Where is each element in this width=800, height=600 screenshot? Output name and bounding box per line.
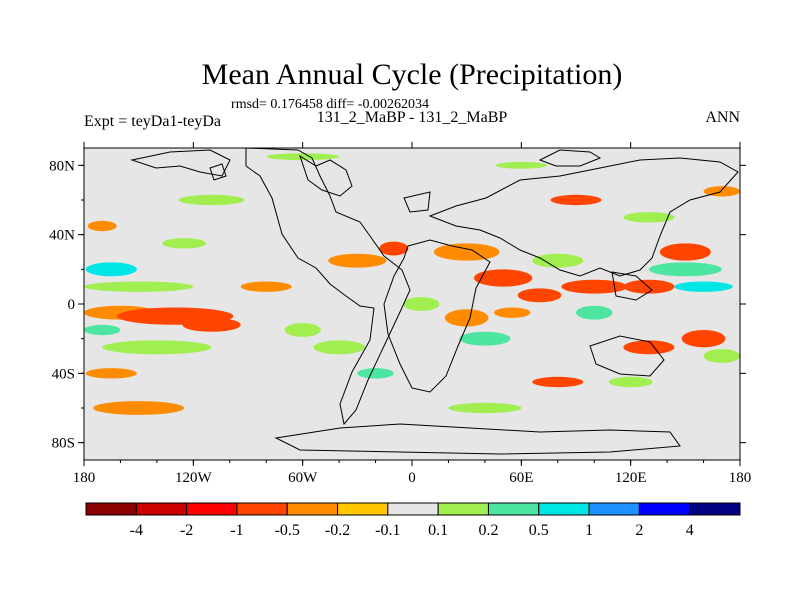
anomaly-patch (494, 307, 531, 318)
colorbar-label: -0.1 (375, 522, 400, 539)
anomaly-patch (532, 253, 584, 268)
anomaly-patch (448, 402, 522, 414)
anomaly-patch (623, 340, 675, 355)
right-label: ANN (705, 109, 740, 126)
colorbar-label: 0.5 (529, 522, 549, 539)
chart-title: Mean Annual Cycle (Precipitation) (202, 58, 623, 91)
colorbar-swatch (437, 502, 489, 516)
colorbar-swatch (689, 502, 741, 516)
anomaly-patch (284, 323, 321, 337)
anomaly-patch (623, 212, 675, 223)
anomaly-patch (240, 281, 292, 292)
anomaly-patch (473, 269, 533, 287)
y-tick-label: 80N (49, 158, 75, 174)
colorbar-label: -4 (130, 522, 143, 539)
anomaly-patch (357, 368, 394, 379)
colorbar-swatch (85, 502, 137, 516)
colorbar-swatch (487, 502, 540, 516)
x-tick-label: 120W (175, 470, 213, 486)
colorbar-swatch (387, 502, 439, 516)
colorbar-swatch (135, 502, 188, 516)
anomaly-patch (266, 153, 340, 161)
x-axis: 180 120W 60W 0 60E 120E 180 (73, 142, 752, 486)
colorbar-label: -0.2 (325, 522, 350, 539)
anomaly-patch (703, 349, 740, 363)
y-tick-label: 0 (68, 297, 76, 313)
anomaly-patch (313, 340, 365, 355)
anomaly-patch (648, 262, 722, 277)
anomaly-patch (162, 238, 207, 249)
colorbar-swatch (186, 502, 238, 516)
colorbar: -4 -2 -1 -0.5 -0.2 -0.1 0.1 0.2 0.5 1 2 4 (85, 502, 741, 539)
colorbar-swatch (638, 502, 691, 516)
x-tick-label: 60E (509, 470, 533, 486)
anomaly-patch (576, 305, 613, 320)
anomaly-patch (681, 330, 726, 348)
anomaly-patch (84, 281, 194, 292)
colorbar-swatch (286, 502, 339, 516)
anomaly-patch (178, 194, 245, 206)
x-tick-label: 0 (408, 470, 416, 486)
y-axis: 80N 40N 0 40S 80S (49, 158, 746, 452)
anomaly-patch (182, 317, 241, 332)
anomaly-patch (84, 324, 121, 336)
colorbar-swatch (236, 502, 288, 516)
y-tick-label: 40N (49, 228, 75, 244)
anomaly-patch (517, 288, 562, 303)
anomaly-patch (87, 220, 117, 232)
y-tick-label: 40S (52, 366, 75, 382)
anomaly-patch (102, 340, 212, 355)
center-label: 131_2_MaBP - 131_2_MaBP (317, 109, 508, 126)
y-tick-label: 80S (52, 436, 75, 452)
anomaly-patch (532, 376, 584, 388)
colorbar-swatch (588, 502, 640, 516)
anomaly-patch (402, 297, 440, 311)
anomaly-patch (561, 279, 628, 294)
colorbar-label: 0.2 (478, 522, 498, 539)
colorbar-label: -2 (180, 522, 193, 539)
anomaly-patch (433, 243, 500, 261)
x-tick-label: 120E (615, 470, 647, 486)
colorbar-label: -0.5 (275, 522, 300, 539)
anomaly-patch (93, 401, 185, 415)
x-tick-label: 180 (729, 470, 752, 486)
colorbar-label: -1 (230, 522, 243, 539)
anomaly-patch (608, 376, 653, 388)
anomaly-patch (379, 241, 409, 256)
x-tick-label: 60W (288, 470, 318, 486)
anomaly-patch (495, 161, 547, 169)
colorbar-swatch (337, 502, 389, 516)
anomaly-patch (444, 309, 489, 327)
anomaly-patch (328, 253, 387, 268)
anomaly-patch (459, 331, 511, 346)
x-tick-label: 180 (73, 470, 96, 486)
colorbar-label: 4 (686, 522, 694, 539)
colorbar-label: 2 (635, 522, 643, 539)
anomaly-patch (674, 281, 733, 292)
anomaly-patch (659, 243, 711, 261)
anomaly-patch (85, 368, 137, 379)
colorbar-swatch (538, 502, 590, 516)
left-label: Expt = teyDa1-teyDa (84, 113, 221, 130)
stats-line: rmsd= 0.176458 diff= -0.00262034 (231, 97, 429, 112)
colorbar-label: 0.1 (428, 522, 448, 539)
colorbar-label: 1 (585, 522, 593, 539)
anomaly-field (84, 153, 740, 415)
coastlines (130, 148, 739, 455)
anomaly-patch (550, 194, 602, 206)
anomaly-patch (85, 262, 137, 277)
